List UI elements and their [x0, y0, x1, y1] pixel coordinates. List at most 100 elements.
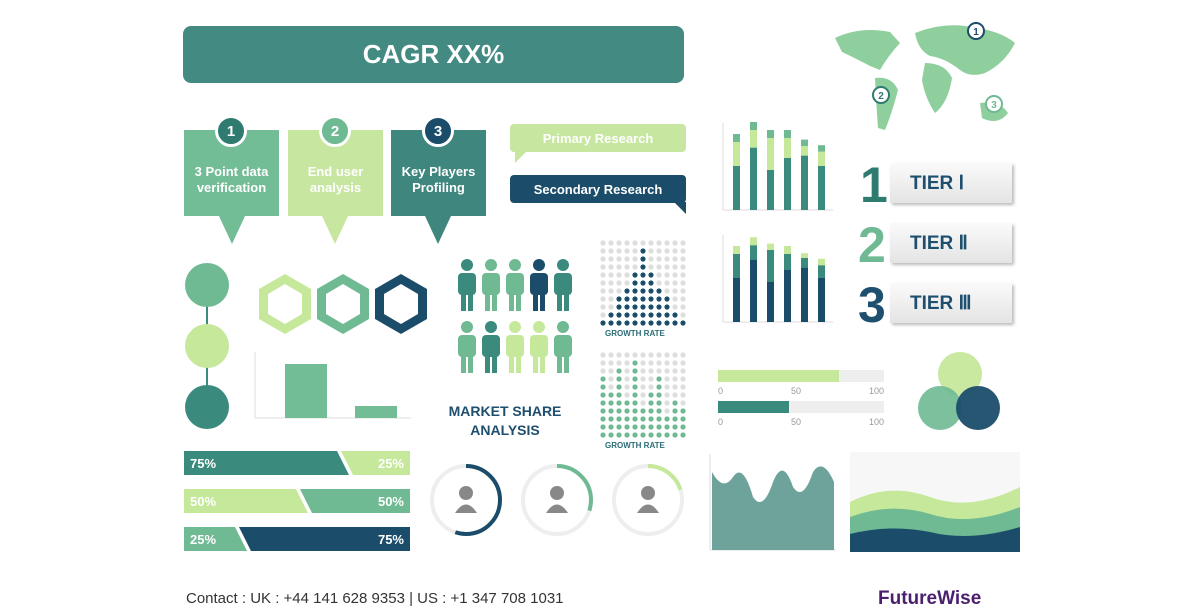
area-chart-2 — [850, 452, 1020, 552]
dot — [632, 360, 638, 366]
dot — [600, 432, 606, 438]
dot — [664, 320, 670, 326]
dot — [664, 424, 670, 430]
dot — [672, 304, 678, 310]
dot — [608, 376, 614, 382]
donut-charts — [430, 464, 684, 536]
bar-segment — [733, 278, 740, 322]
tier-3-label: TIER Ⅲ — [890, 283, 1012, 323]
dot — [608, 272, 614, 278]
dot — [672, 384, 678, 390]
dot — [664, 360, 670, 366]
dot — [632, 352, 638, 358]
dot — [624, 320, 630, 326]
dot — [640, 416, 646, 422]
bar-segment — [767, 138, 774, 170]
dot — [656, 352, 662, 358]
dot — [656, 264, 662, 270]
dot — [608, 392, 614, 398]
tier-1-label: TIER Ⅰ — [890, 163, 1012, 203]
dot — [648, 392, 654, 398]
dot — [680, 240, 686, 246]
bar-segment — [767, 130, 774, 138]
dot — [680, 400, 686, 406]
dot — [600, 304, 606, 310]
donut-chart — [612, 464, 684, 536]
growth-rate-label-1: GROWTH RATE — [605, 329, 665, 338]
dot — [680, 256, 686, 262]
dot — [648, 264, 654, 270]
dot — [624, 272, 630, 278]
stacked-bar-chart-2 — [722, 235, 833, 323]
dot — [640, 352, 646, 358]
dot — [608, 256, 614, 262]
area-chart-1 — [709, 454, 836, 551]
dot — [624, 240, 630, 246]
step-3-number: 3 — [422, 115, 454, 147]
dot — [616, 256, 622, 262]
dot — [632, 424, 638, 430]
dot — [656, 360, 662, 366]
dot — [608, 296, 614, 302]
people-icons — [458, 259, 572, 373]
dot — [608, 248, 614, 254]
dot — [608, 280, 614, 286]
dot — [664, 248, 670, 254]
dot — [640, 432, 646, 438]
dot — [632, 432, 638, 438]
dot — [608, 360, 614, 366]
dot — [656, 432, 662, 438]
dot — [632, 272, 638, 278]
dot — [632, 280, 638, 286]
circle-timeline — [185, 263, 229, 429]
dot — [648, 240, 654, 246]
dot — [680, 416, 686, 422]
bar-segment — [733, 254, 740, 278]
dot — [664, 392, 670, 398]
stacked-bar-chart-1 — [722, 122, 833, 211]
step-1-pointer — [219, 216, 245, 244]
dot — [632, 248, 638, 254]
dot — [648, 424, 654, 430]
dot — [616, 432, 622, 438]
dot — [616, 304, 622, 310]
dot — [616, 400, 622, 406]
percent-bar-left: 25% — [184, 527, 247, 551]
primary-research-bubble: Primary Research — [510, 124, 686, 152]
bar-segment — [767, 282, 774, 322]
dot — [608, 264, 614, 270]
dot — [648, 280, 654, 286]
dot — [656, 240, 662, 246]
dot — [632, 392, 638, 398]
dot — [640, 424, 646, 430]
donut-chart — [430, 464, 502, 536]
dot — [672, 376, 678, 382]
dot — [672, 408, 678, 414]
dot — [640, 304, 646, 310]
dot — [648, 416, 654, 422]
dot — [616, 368, 622, 374]
bar-segment — [767, 170, 774, 210]
dot — [656, 248, 662, 254]
dot — [680, 304, 686, 310]
dot — [672, 392, 678, 398]
step-1-number: 1 — [215, 115, 247, 147]
dot — [600, 240, 606, 246]
dot — [648, 352, 654, 358]
dot — [640, 240, 646, 246]
dot — [648, 400, 654, 406]
dot — [632, 400, 638, 406]
dot — [664, 280, 670, 286]
dot — [624, 392, 630, 398]
growth-rate-label-2: GROWTH RATE — [605, 441, 665, 450]
dot — [656, 392, 662, 398]
dot — [640, 248, 646, 254]
small-bar-chart — [254, 352, 411, 419]
dot — [632, 240, 638, 246]
dot — [600, 360, 606, 366]
dot — [640, 320, 646, 326]
dot — [624, 360, 630, 366]
dot — [664, 288, 670, 294]
dot — [680, 272, 686, 278]
tick: 0 — [718, 386, 724, 396]
